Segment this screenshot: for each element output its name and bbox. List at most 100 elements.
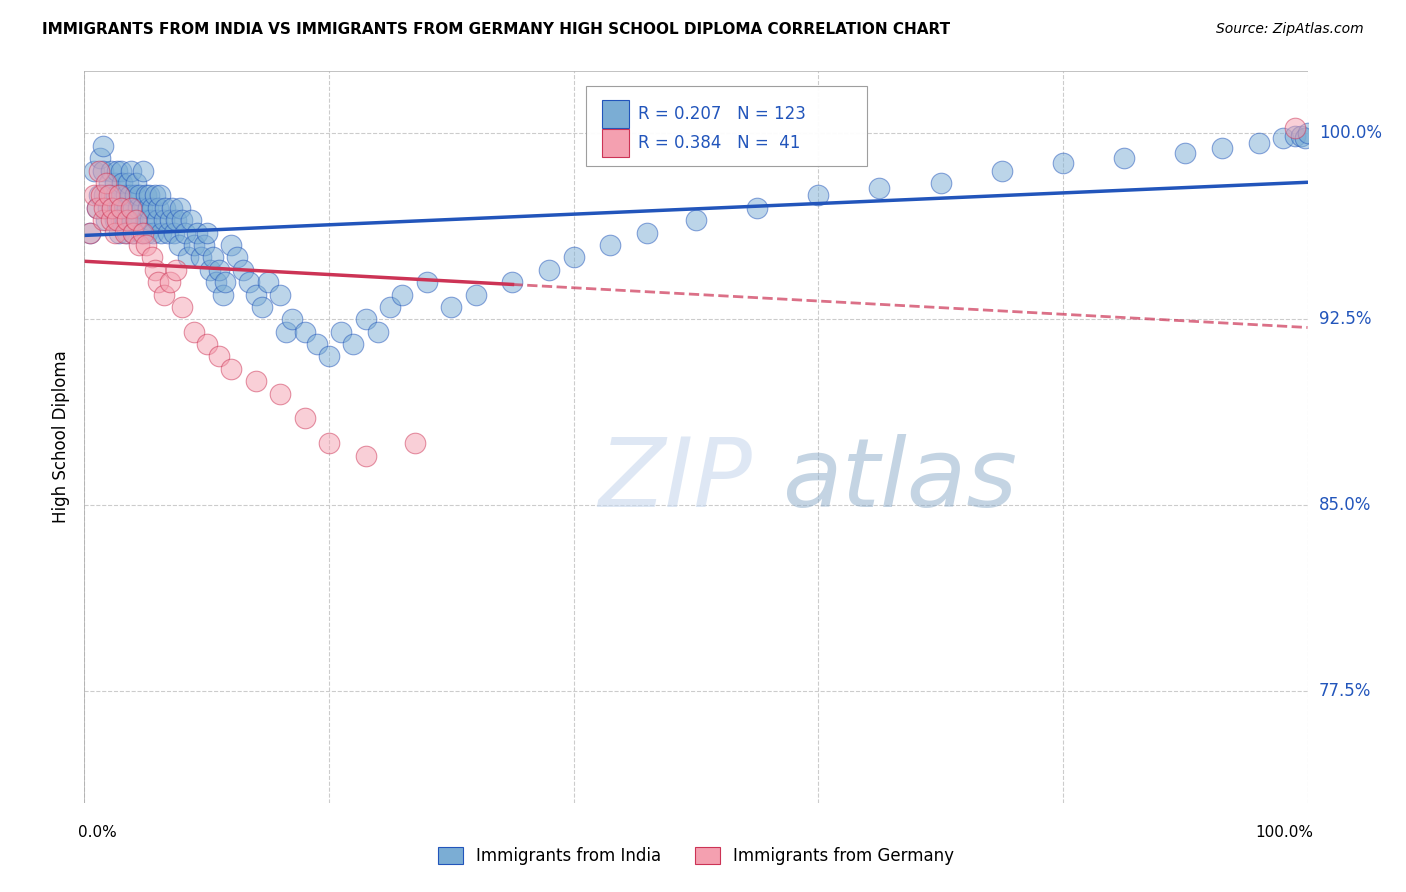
Legend: Immigrants from India, Immigrants from Germany: Immigrants from India, Immigrants from G… bbox=[432, 840, 960, 871]
Point bbox=[145, 213, 167, 227]
Point bbox=[87, 163, 110, 178]
Point bbox=[416, 275, 439, 289]
Point bbox=[367, 325, 389, 339]
Point bbox=[269, 287, 291, 301]
Point bbox=[599, 238, 621, 252]
Point bbox=[79, 226, 101, 240]
Point bbox=[172, 213, 194, 227]
Point bbox=[159, 275, 181, 289]
Point bbox=[142, 226, 165, 240]
Point bbox=[245, 287, 267, 301]
Point bbox=[143, 188, 166, 202]
Point bbox=[991, 163, 1014, 178]
Point bbox=[114, 213, 136, 227]
Point bbox=[226, 250, 249, 264]
Point bbox=[186, 226, 208, 240]
Point bbox=[83, 163, 105, 178]
Point bbox=[86, 201, 108, 215]
Point bbox=[139, 213, 162, 227]
Point bbox=[153, 213, 176, 227]
Point bbox=[125, 213, 148, 227]
Point bbox=[129, 226, 152, 240]
Point bbox=[195, 226, 218, 240]
Point bbox=[180, 213, 202, 227]
Point bbox=[159, 213, 181, 227]
Point bbox=[183, 238, 205, 252]
Point bbox=[167, 238, 190, 252]
Point bbox=[110, 188, 132, 202]
Point bbox=[87, 188, 110, 202]
Point bbox=[117, 176, 139, 190]
Point bbox=[177, 250, 200, 264]
Point bbox=[685, 213, 707, 227]
Point bbox=[342, 337, 364, 351]
Point bbox=[100, 213, 122, 227]
Point bbox=[1296, 126, 1319, 140]
Text: 85.0%: 85.0% bbox=[1319, 496, 1371, 515]
Point bbox=[195, 337, 218, 351]
Point bbox=[636, 226, 658, 240]
Point bbox=[162, 201, 184, 215]
Point bbox=[354, 312, 377, 326]
Text: 100.0%: 100.0% bbox=[1319, 124, 1382, 143]
Point bbox=[163, 226, 186, 240]
Point bbox=[112, 201, 135, 215]
Text: ZIP: ZIP bbox=[598, 434, 752, 527]
Point bbox=[380, 300, 402, 314]
Point bbox=[107, 188, 129, 202]
Point bbox=[97, 176, 120, 190]
Point bbox=[120, 201, 142, 215]
Point bbox=[122, 201, 145, 215]
Point bbox=[91, 163, 114, 178]
Point bbox=[929, 176, 952, 190]
Point bbox=[135, 188, 157, 202]
Point bbox=[318, 436, 340, 450]
Point bbox=[107, 226, 129, 240]
Point bbox=[127, 201, 149, 215]
Point bbox=[136, 201, 159, 215]
Point bbox=[150, 226, 173, 240]
Point bbox=[105, 163, 128, 178]
Point bbox=[153, 287, 176, 301]
Point bbox=[1291, 128, 1313, 143]
Point bbox=[747, 201, 769, 215]
Point bbox=[869, 181, 891, 195]
Point bbox=[101, 201, 124, 215]
Point bbox=[354, 449, 377, 463]
Text: R = 0.207   N = 123: R = 0.207 N = 123 bbox=[638, 104, 807, 123]
Point bbox=[110, 163, 132, 178]
Point bbox=[257, 275, 280, 289]
Point bbox=[281, 312, 304, 326]
Y-axis label: High School Diploma: High School Diploma bbox=[52, 351, 70, 524]
Text: atlas: atlas bbox=[782, 434, 1017, 527]
Point bbox=[1114, 151, 1136, 165]
Point bbox=[125, 213, 148, 227]
Point bbox=[1284, 121, 1306, 136]
Point bbox=[214, 275, 236, 289]
Point bbox=[91, 138, 114, 153]
Point bbox=[97, 201, 120, 215]
Point bbox=[115, 201, 138, 215]
Point bbox=[118, 188, 141, 202]
Point bbox=[1272, 131, 1295, 145]
Point bbox=[141, 250, 163, 264]
Point bbox=[115, 188, 138, 202]
Point bbox=[135, 238, 157, 252]
Point bbox=[208, 350, 231, 364]
Point bbox=[294, 325, 316, 339]
Point bbox=[100, 163, 122, 178]
Point bbox=[131, 201, 153, 215]
Text: 77.5%: 77.5% bbox=[1319, 682, 1371, 700]
Point bbox=[404, 436, 426, 450]
Point bbox=[211, 287, 233, 301]
Point bbox=[96, 213, 118, 227]
Point bbox=[153, 201, 176, 215]
Point bbox=[91, 213, 114, 227]
Point bbox=[172, 300, 194, 314]
Point bbox=[124, 188, 146, 202]
Point bbox=[104, 176, 127, 190]
Point bbox=[96, 176, 118, 190]
Point bbox=[165, 262, 187, 277]
Point bbox=[464, 287, 486, 301]
Point bbox=[538, 262, 561, 277]
